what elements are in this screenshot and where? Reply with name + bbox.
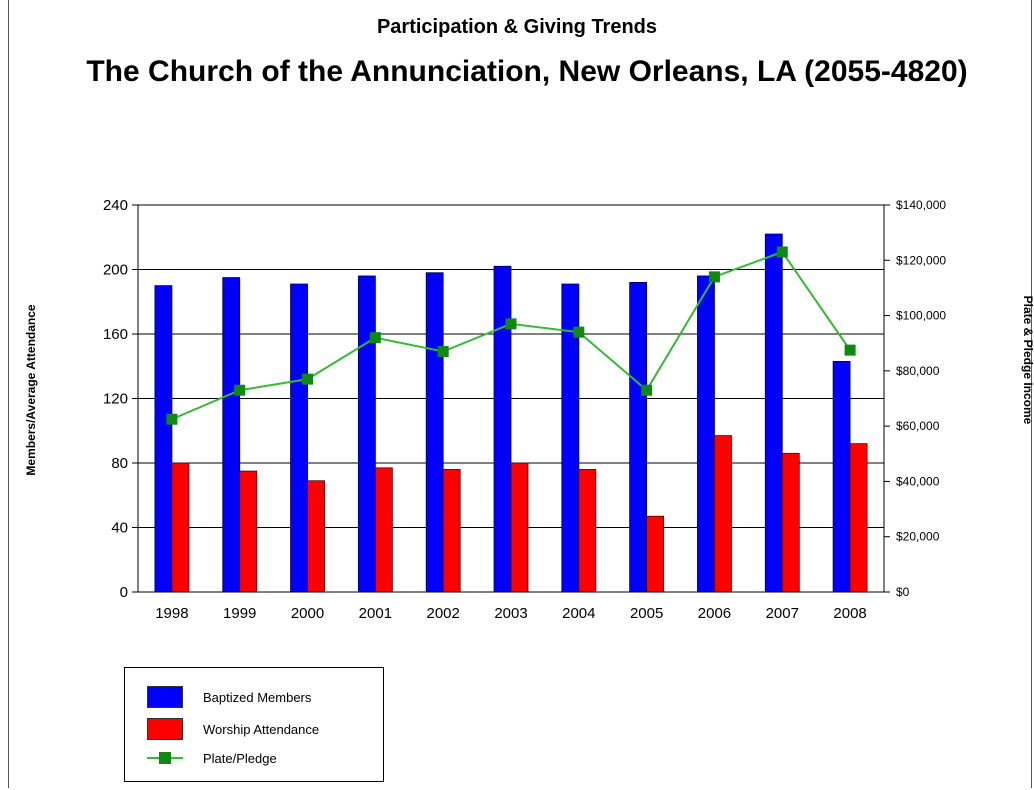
legend-label-plate-pledge: Plate/Pledge (203, 750, 277, 766)
x-tick-label: 2004 (562, 605, 595, 622)
chart-title: Participation & Giving Trends (376, 16, 658, 38)
plot-border (137, 204, 885, 593)
bar-baptized-2006 (697, 275, 715, 593)
point-plate-pledge-2001 (369, 332, 381, 344)
y2-tick-label: $0 (896, 585, 910, 599)
x-tick-label: 1998 (155, 605, 188, 622)
y-tick-label: 200 (103, 262, 128, 279)
bar-attendance-2000 (307, 480, 325, 593)
y-tick-label: 40 (111, 520, 128, 537)
y2-tick-label: $20,000 (896, 530, 940, 544)
bar-attendance-2004 (578, 469, 597, 593)
chart-legend: Baptized Members Worship Attendance Plat… (124, 667, 384, 782)
bar-attendance-2006 (714, 435, 732, 593)
x-tick-label: 2008 (833, 605, 866, 622)
point-plate-pledge-2005 (641, 384, 653, 396)
bar-attendance-2001 (374, 467, 393, 593)
legend-label-attendance: Worship Attendance (203, 721, 320, 737)
bar-baptized-2008 (832, 361, 851, 593)
point-plate-pledge-2004 (573, 326, 585, 338)
y2-tick-label: $60,000 (896, 419, 940, 433)
point-plate-pledge-2002 (437, 346, 449, 358)
point-plate-pledge-2006 (708, 271, 720, 283)
point-plate-pledge-1999 (234, 384, 246, 396)
legend-item-baptized: Baptized Members (147, 686, 311, 708)
bar-baptized-2005 (629, 281, 648, 593)
y-tick-label: 80 (111, 455, 128, 472)
bar-attendance-1999 (239, 470, 258, 593)
x-tick-label: 1999 (223, 605, 256, 622)
x-tick-label: 2003 (494, 605, 527, 622)
y-tick-label: 240 (103, 197, 128, 214)
x-tick-label: 2006 (698, 605, 731, 622)
x-tick-label: 2005 (630, 605, 663, 622)
bar-attendance-1998 (171, 462, 190, 593)
y2-tick-label: $100,000 (896, 309, 946, 323)
bar-baptized-2007 (764, 233, 783, 593)
bar-baptized-2002 (425, 272, 444, 593)
y2-tick-label: $40,000 (896, 474, 940, 488)
bar-attendance-2002 (442, 469, 461, 593)
legend-swatch-baptized (147, 686, 183, 708)
bar-attendance-2005 (646, 515, 665, 593)
y2-tick-label: $140,000 (896, 198, 946, 212)
bar-baptized-2003 (493, 265, 512, 593)
legend-label-baptized: Baptized Members (203, 689, 312, 705)
x-tick-label: 2007 (766, 605, 799, 622)
point-plate-pledge-2003 (505, 318, 517, 330)
x-tick-label: 2000 (291, 605, 324, 622)
bar-baptized-1999 (222, 277, 241, 593)
bar-baptized-1998 (154, 285, 173, 593)
legend-swatch-attendance (147, 718, 183, 740)
bar-attendance-2003 (510, 462, 529, 593)
point-plate-pledge-2000 (302, 373, 314, 385)
point-plate-pledge-2008 (844, 344, 856, 356)
point-plate-pledge-1998 (166, 413, 178, 425)
bar-baptized-2001 (357, 275, 376, 593)
bar-baptized-2000 (290, 283, 308, 593)
legend-item-plate-pledge: Plate/Pledge (147, 747, 277, 769)
y2-tick-label: $80,000 (896, 364, 940, 378)
chart-frame (8, 0, 1032, 788)
y-tick-label: 160 (103, 326, 128, 343)
y-tick-label: 0 (120, 584, 128, 601)
y2-tick-label: $120,000 (896, 253, 946, 267)
legend-swatch-plate-pledge (147, 747, 183, 769)
x-tick-label: 2001 (359, 605, 392, 622)
chart-subtitle: The Church of the Annunciation, New Orle… (86, 55, 968, 88)
x-tick-label: 2002 (426, 605, 459, 622)
point-plate-pledge-2007 (776, 246, 788, 258)
bar-attendance-2008 (849, 443, 868, 593)
legend-item-attendance: Worship Attendance (147, 718, 319, 740)
bar-attendance-2007 (781, 452, 800, 593)
y-tick-label: 120 (103, 391, 128, 408)
